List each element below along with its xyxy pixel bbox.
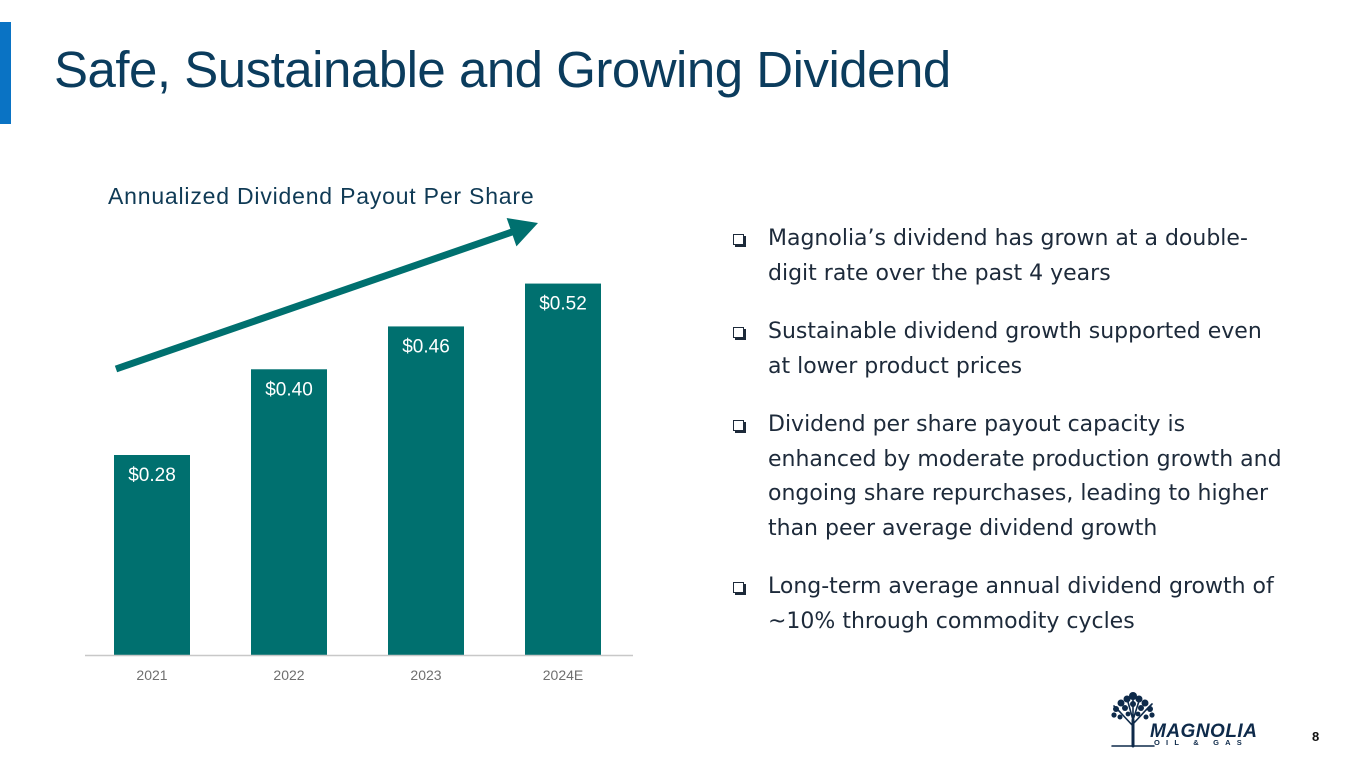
trend-arrow-head xyxy=(506,217,538,247)
bullet-item: Dividend per share payout capacity is en… xyxy=(730,408,1290,546)
bar xyxy=(251,369,327,655)
bullet-text: Sustainable dividend growth supported ev… xyxy=(768,319,1262,379)
chart-title: Annualized Dividend Payout Per Share xyxy=(108,183,535,209)
bar-value-label: $0.52 xyxy=(539,294,587,315)
bar xyxy=(388,326,464,655)
checkbox-bullet-icon xyxy=(733,582,744,593)
x-tick-label: 2022 xyxy=(273,667,304,683)
bar-value-label: $0.46 xyxy=(402,336,450,357)
x-tick-label: 2024E xyxy=(543,667,583,683)
x-tick-label: 2023 xyxy=(410,667,441,683)
bullet-text: Magnolia’s dividend has grown at a doubl… xyxy=(768,226,1248,286)
trend-arrow xyxy=(114,228,515,373)
tree-icon xyxy=(1111,692,1155,748)
page-title: Safe, Sustainable and Growing Dividend xyxy=(54,41,951,98)
bullet-item: Magnolia’s dividend has grown at a doubl… xyxy=(730,222,1290,291)
bullet-text: Long-term average annual dividend growth… xyxy=(768,574,1274,634)
checkbox-bullet-icon xyxy=(733,234,744,245)
dividend-bar-chart: $0.28 2021 $0.40 2022 $0.46 2023 $0.52 2024E xyxy=(85,217,633,683)
checkbox-bullet-icon xyxy=(733,327,744,338)
x-tick-label: 2021 xyxy=(136,667,167,683)
bar xyxy=(114,455,190,655)
logo-subtitle: OIL & GAS xyxy=(1154,738,1248,747)
page-number: 8 xyxy=(1312,729,1320,744)
title-accent-bar xyxy=(0,22,11,124)
logo-wordmark: MAGNOLIA xyxy=(1150,721,1258,742)
bullet-item: Sustainable dividend growth supported ev… xyxy=(730,315,1290,384)
bar-value-label: $0.28 xyxy=(128,465,176,486)
bullet-list: Magnolia’s dividend has grown at a doubl… xyxy=(730,222,1290,663)
checkbox-bullet-icon xyxy=(733,420,744,431)
company-logo: MAGNOLIA OIL & GAS xyxy=(1108,690,1278,748)
bullet-text: Dividend per share payout capacity is en… xyxy=(768,412,1282,541)
bar xyxy=(525,283,601,655)
bullet-item: Long-term average annual dividend growth… xyxy=(730,570,1290,639)
bar-value-label: $0.40 xyxy=(265,379,313,400)
